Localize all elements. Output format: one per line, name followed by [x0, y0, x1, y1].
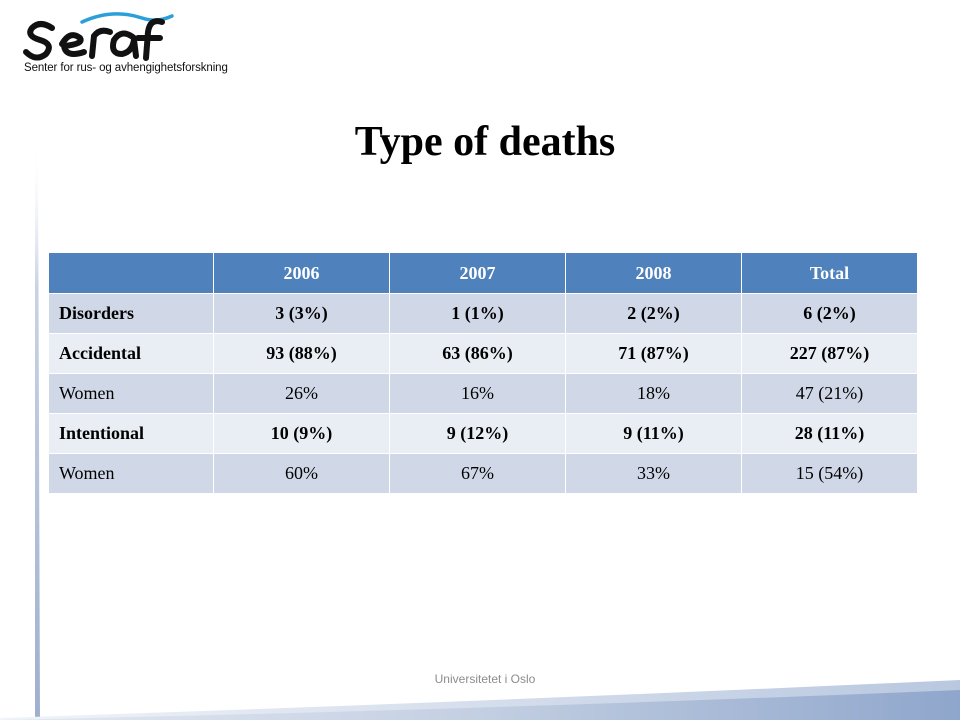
table-cell: 1 (1%)	[389, 293, 566, 334]
table-cell: 33%	[565, 453, 742, 494]
table-header-row: 2006 2007 2008 Total	[48, 252, 918, 294]
table-cell: 18%	[565, 373, 742, 414]
table-row-accidental: Accidental 93 (88%) 63 (86%) 71 (87%) 22…	[48, 333, 918, 374]
table-cell: 28 (11%)	[741, 413, 918, 454]
deaths-table: 2006 2007 2008 Total Disorders 3 (3%) 1 …	[48, 252, 918, 494]
table-cell: 60%	[213, 453, 390, 494]
table-cell: 9 (11%)	[565, 413, 742, 454]
row-label: Accidental	[48, 333, 214, 374]
table-cell: 67%	[389, 453, 566, 494]
table-cell: 16%	[389, 373, 566, 414]
table-cell: 9 (12%)	[389, 413, 566, 454]
table-row-accidental-women: Women 26% 16% 18% 47 (21%)	[48, 373, 918, 414]
row-label: Women	[48, 453, 214, 494]
header-cell-total: Total	[741, 252, 918, 294]
table-cell: 227 (87%)	[741, 333, 918, 374]
table-cell: 93 (88%)	[213, 333, 390, 374]
slide-title: Type of deaths	[354, 119, 616, 165]
table-cell: 15 (54%)	[741, 453, 918, 494]
table-cell: 63 (86%)	[389, 333, 566, 374]
footer-university: Universitetet i Oslo	[434, 672, 536, 686]
seraf-logo: Senter for rus- og avhengighetsforskning	[22, 12, 228, 76]
row-label: Women	[48, 373, 214, 414]
table-row-intentional: Intentional 10 (9%) 9 (12%) 9 (11%) 28 (…	[48, 413, 918, 454]
table-cell: 2 (2%)	[565, 293, 742, 334]
table-row-intentional-women: Women 60% 67% 33% 15 (54%)	[48, 453, 918, 494]
table-cell: 26%	[213, 373, 390, 414]
table-cell: 10 (9%)	[213, 413, 390, 454]
table-cell: 3 (3%)	[213, 293, 390, 334]
bottom-decorative-swoosh	[0, 680, 960, 720]
header-cell-2007: 2007	[389, 252, 566, 294]
table-cell: 71 (87%)	[565, 333, 742, 374]
table-row-disorders: Disorders 3 (3%) 1 (1%) 2 (2%) 6 (2%)	[48, 293, 918, 334]
row-label: Disorders	[48, 293, 214, 334]
seraf-logo-wordmark	[23, 12, 174, 61]
table-cell: 6 (2%)	[741, 293, 918, 334]
table-cell: 47 (21%)	[741, 373, 918, 414]
header-cell-2008: 2008	[565, 252, 742, 294]
logo-tagline: Senter for rus- og avhengighetsforskning	[24, 62, 228, 74]
row-label: Intentional	[48, 413, 214, 454]
header-cell-2006: 2006	[213, 252, 390, 294]
header-cell-empty	[48, 252, 214, 294]
left-decorative-rule	[35, 140, 40, 720]
